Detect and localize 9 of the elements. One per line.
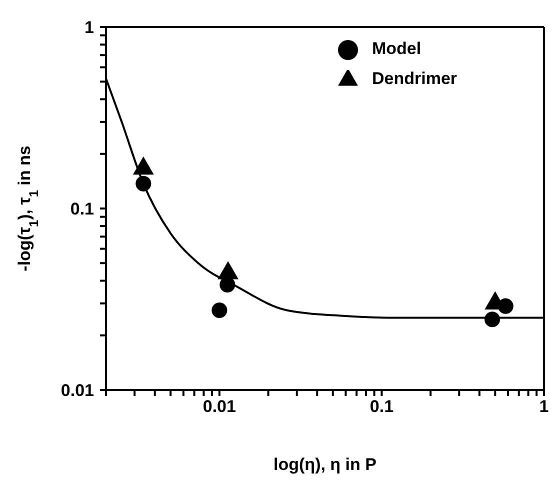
legend-label: Dendrimer xyxy=(372,69,458,88)
x-tick-label: 1 xyxy=(539,397,549,416)
x-tick-label: 0.1 xyxy=(370,397,394,416)
legend-label: Model xyxy=(372,39,422,58)
y-tick-label: 1 xyxy=(84,18,94,37)
x-tick-label: 0.01 xyxy=(202,397,236,416)
x-axis-title: log(η), η in P xyxy=(274,455,376,474)
y-tick-label: 0.01 xyxy=(60,381,94,400)
y-tick-label: 0.1 xyxy=(70,200,94,218)
